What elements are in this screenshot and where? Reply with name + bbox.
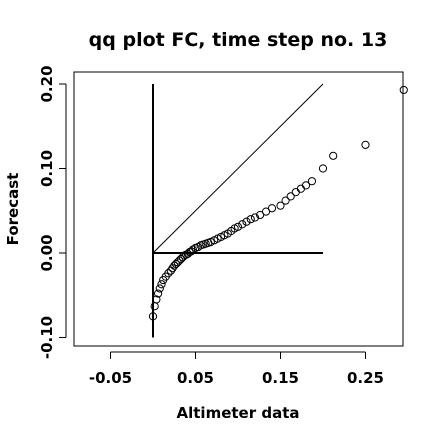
data-point [256, 210, 265, 220]
data-point [261, 207, 271, 216]
x-axis-label: Altimeter data [177, 404, 300, 422]
y-axis-label: Forecast [4, 173, 22, 246]
data-point [242, 217, 251, 226]
data-point [246, 215, 255, 224]
plot-frame [73, 71, 404, 347]
x-tick-label: 0.15 [262, 369, 299, 387]
data-point [267, 204, 277, 213]
data-point [329, 151, 338, 160]
data-point [286, 192, 295, 201]
x-axis: -0.05 0.05 0.15 0.25 [89, 351, 384, 387]
data-point [238, 220, 247, 229]
x-tick-label: -0.05 [89, 369, 132, 387]
data-points [148, 85, 408, 321]
chart-title: qq plot FC, time step no. 13 [89, 29, 388, 51]
data-point [318, 164, 328, 173]
reference-line-diagonal [152, 83, 324, 254]
y-tick-label: -0.10 [38, 316, 56, 359]
data-point [164, 269, 173, 278]
data-point [281, 196, 290, 205]
data-point [154, 289, 163, 298]
x-tick-label: 0.25 [347, 369, 384, 387]
data-point [157, 280, 166, 289]
data-point [250, 213, 260, 222]
y-tick-label: 0.20 [38, 65, 56, 102]
y-axis: -0.10 0.00 0.10 0.20 [38, 65, 67, 359]
data-point [301, 181, 311, 190]
data-point [399, 85, 408, 95]
x-tick-label: 0.05 [177, 369, 214, 387]
data-point [291, 188, 300, 197]
y-tick-label: 0.10 [38, 150, 56, 187]
data-point [361, 140, 370, 149]
reference-lines [152, 83, 324, 338]
data-point [148, 312, 158, 321]
data-point [296, 184, 305, 193]
y-tick-label: 0.00 [38, 234, 56, 271]
data-point [233, 222, 243, 231]
data-point [188, 245, 198, 254]
data-point [307, 177, 317, 186]
data-point [152, 295, 161, 304]
data-point [193, 242, 203, 252]
data-point [276, 201, 285, 210]
data-point [155, 284, 164, 293]
